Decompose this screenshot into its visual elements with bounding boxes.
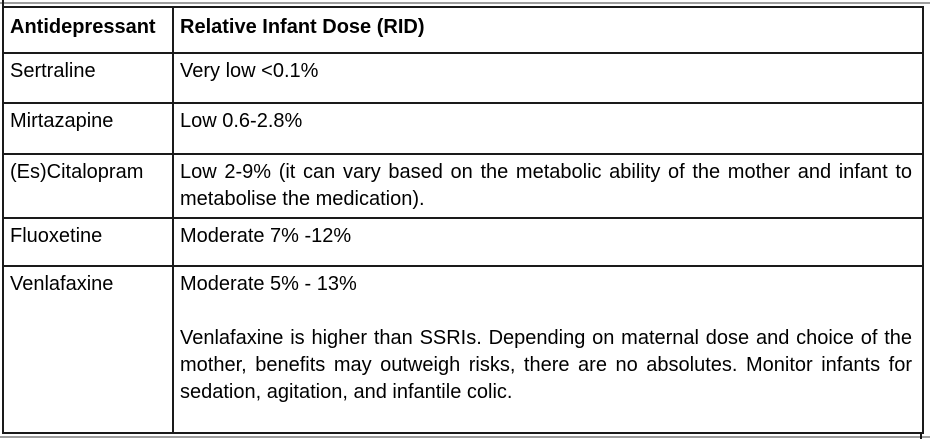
table-header-row: Antidepressant Relative Infant Dose (RID… [2, 6, 924, 54]
rid-paragraph: Low 0.6-2.8% [180, 110, 303, 132]
rid-paragraph: Low 2-9% (it can vary based on the metab… [180, 161, 912, 210]
table-row-venlafaxine: Venlafaxine Moderate 5% - 13% Venlafaxin… [2, 265, 924, 434]
rid-value-cell: Very low <0.1% [172, 52, 924, 104]
drug-name-cell: Venlafaxine [2, 265, 174, 434]
rid-paragraph: Moderate 7% -12% [180, 225, 352, 247]
table-row-fluoxetine: Fluoxetine Moderate 7% -12% [2, 217, 924, 267]
bottom-context-hairline [0, 436, 930, 438]
column-header-antidepressant: Antidepressant [2, 6, 174, 54]
rid-value-cell: Moderate 5% - 13% Venlafaxine is higher … [172, 265, 924, 434]
top-left-border-fragment [2, 0, 4, 7]
top-context-hairline [0, 2, 930, 4]
drug-name-cell: Fluoxetine [2, 217, 174, 267]
table-row-mirtazapine: Mirtazapine Low 0.6-2.8% [2, 102, 924, 155]
antidepressant-rid-table: Antidepressant Relative Infant Dose (RID… [2, 6, 924, 434]
drug-name-cell: Sertraline [2, 52, 174, 104]
table-row-sertraline: Sertraline Very low <0.1% [2, 52, 924, 104]
column-header-rid: Relative Infant Dose (RID) [172, 6, 924, 54]
rid-paragraph: Very low <0.1% [180, 60, 319, 82]
rid-paragraph: Moderate 5% - 13% [180, 273, 357, 295]
drug-name-cell: (Es)Citalopram [2, 153, 174, 219]
rid-value-cell: Moderate 7% -12% [172, 217, 924, 267]
rid-value-cell: Low 2-9% (it can vary based on the metab… [172, 153, 924, 219]
rid-value-cell: Low 0.6-2.8% [172, 102, 924, 155]
rid-paragraph: Venlafaxine is higher than SSRIs. Depend… [180, 327, 912, 403]
bottom-right-border-fragment [920, 434, 922, 439]
drug-name-cell: Mirtazapine [2, 102, 174, 155]
table-row-escitalopram: (Es)Citalopram Low 2-9% (it can vary bas… [2, 153, 924, 219]
